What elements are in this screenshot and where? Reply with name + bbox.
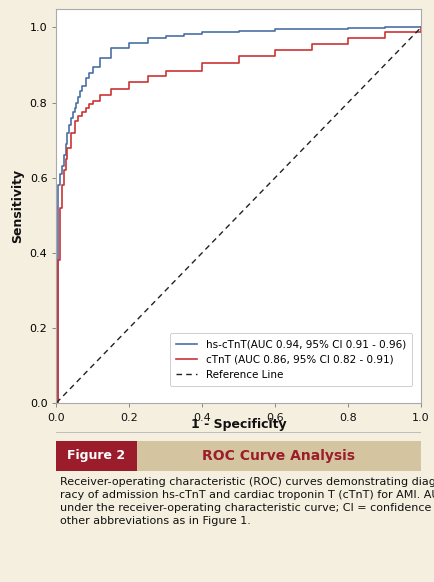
hs-cTnT(AUC 0.94, 95% CI 0.91 - 0.96) [273,26,278,33]
hs-cTnT(AUC 0.94, 95% CI 0.91 - 0.96) [54,399,59,406]
hs-cTnT(AUC 0.94, 95% CI 0.91 - 0.96) [74,105,79,112]
cTnT (AUC 0.86, 95% CI 0.82 - 0.91) [54,399,59,406]
cTnT (AUC 0.86, 95% CI 0.82 - 0.91) [418,24,424,31]
Text: 0.6: 0.6 [266,413,284,423]
Line: cTnT (AUC 0.86, 95% CI 0.82 - 0.91): cTnT (AUC 0.86, 95% CI 0.82 - 0.91) [56,27,421,403]
hs-cTnT(AUC 0.94, 95% CI 0.91 - 0.96) [66,122,72,129]
Y-axis label: Sensitivity: Sensitivity [11,169,24,243]
Text: 0.2: 0.2 [121,413,138,423]
Legend: hs-cTnT(AUC 0.94, 95% CI 0.91 - 0.96), cTnT (AUC 0.86, 95% CI 0.82 - 0.91), Refe: hs-cTnT(AUC 0.94, 95% CI 0.91 - 0.96), c… [170,333,412,386]
Bar [56,441,137,471]
Text: 1 - Specificity: 1 - Specificity [191,418,286,431]
Line: hs-cTnT(AUC 0.94, 95% CI 0.91 - 0.96): hs-cTnT(AUC 0.94, 95% CI 0.91 - 0.96) [56,27,421,403]
hs-cTnT(AUC 0.94, 95% CI 0.91 - 0.96) [418,24,424,31]
cTnT (AUC 0.86, 95% CI 0.82 - 0.91) [65,155,70,162]
hs-cTnT(AUC 0.94, 95% CI 0.91 - 0.96) [382,24,387,31]
cTnT (AUC 0.86, 95% CI 0.82 - 0.91) [145,79,150,86]
cTnT (AUC 0.86, 95% CI 0.82 - 0.91) [163,68,168,75]
Text: ROC Curve Analysis: ROC Curve Analysis [202,449,355,463]
Text: 0.4: 0.4 [194,413,211,423]
cTnT (AUC 0.86, 95% CI 0.82 - 0.91) [418,29,424,36]
Text: Receiver-operating characteristic (ROC) curves demonstrating diagnostic accu-
ra: Receiver-operating characteristic (ROC) … [60,477,434,526]
cTnT (AUC 0.86, 95% CI 0.82 - 0.91) [72,118,77,125]
hs-cTnT(AUC 0.94, 95% CI 0.91 - 0.96) [87,69,92,76]
Text: 1.0: 1.0 [412,413,430,423]
cTnT (AUC 0.86, 95% CI 0.82 - 0.91) [72,129,77,136]
Text: 0.0: 0.0 [48,413,65,423]
hs-cTnT(AUC 0.94, 95% CI 0.91 - 0.96) [65,129,70,136]
Bar [137,441,421,471]
Text: Figure 2: Figure 2 [67,449,125,462]
Text: 0.8: 0.8 [339,413,357,423]
hs-cTnT(AUC 0.94, 95% CI 0.91 - 0.96) [98,54,103,61]
